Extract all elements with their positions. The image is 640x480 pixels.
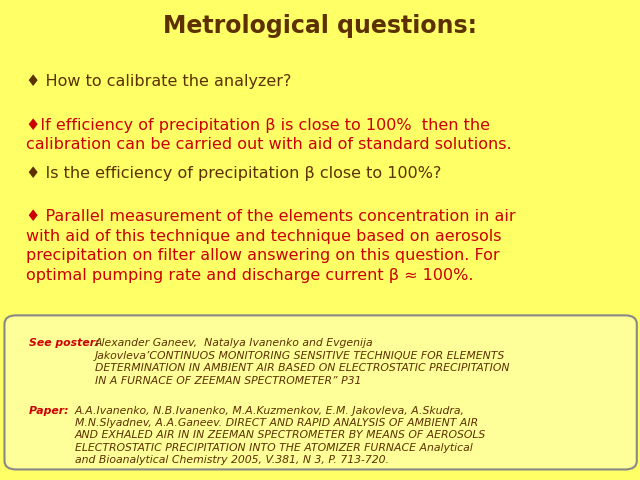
- FancyBboxPatch shape: [4, 315, 637, 469]
- Text: Metrological questions:: Metrological questions:: [163, 14, 477, 38]
- Text: See poster:: See poster:: [29, 338, 103, 348]
- Text: Alexander Ganeev,  Natalya Ivanenko and Evgenija
Jakovleva’CONTINUOS MONITORING : Alexander Ganeev, Natalya Ivanenko and E…: [95, 338, 509, 385]
- Text: Paper:: Paper:: [29, 406, 72, 416]
- Text: ♦ Parallel measurement of the elements concentration in air
with aid of this tec: ♦ Parallel measurement of the elements c…: [26, 209, 515, 283]
- Text: ♦ How to calibrate the analyzer?: ♦ How to calibrate the analyzer?: [26, 74, 291, 89]
- Text: ♦If efficiency of precipitation β is close to 100%  then the
calibration can be : ♦If efficiency of precipitation β is clo…: [26, 118, 511, 153]
- Text: A.A.Ivanenko, N.B.Ivanenko, M.A.Kuzmenkov, E.M. Jakovleva, A.Skudra,
M.N.Slyadne: A.A.Ivanenko, N.B.Ivanenko, M.A.Kuzmenko…: [75, 406, 486, 465]
- Text: ♦ Is the efficiency of precipitation β close to 100%?: ♦ Is the efficiency of precipitation β c…: [26, 166, 441, 180]
